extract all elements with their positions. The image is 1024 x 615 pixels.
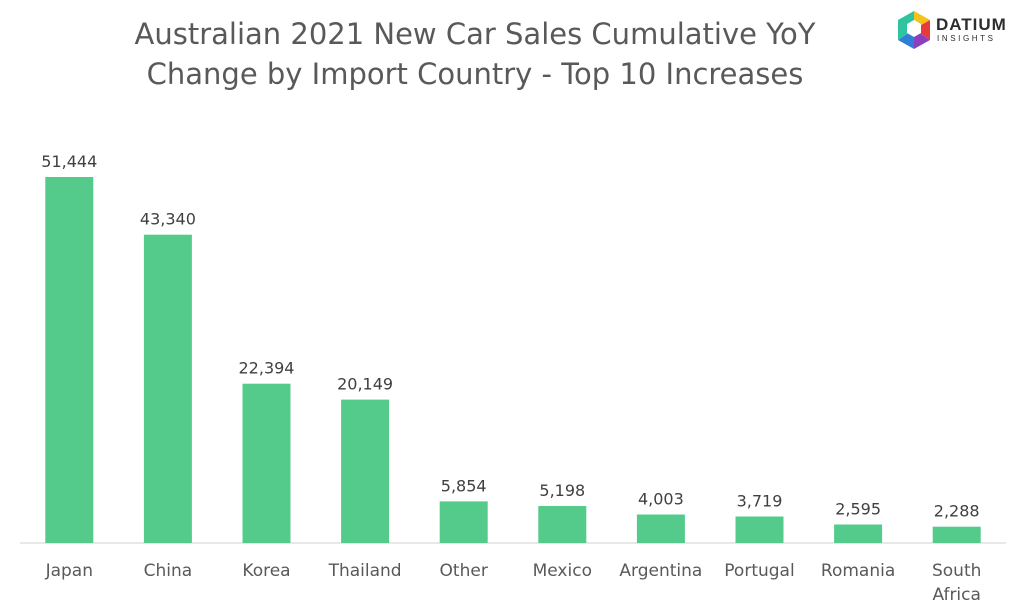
datium-logo: DATIUM INSIGHTS [896, 10, 1016, 50]
chart-title: Australian 2021 New Car Sales Cumulative… [60, 14, 890, 94]
value-label: 5,854 [441, 476, 487, 495]
value-label: 5,198 [539, 481, 585, 500]
bar-other [439, 501, 488, 543]
bar-argentina [636, 514, 685, 543]
category-label: Korea [242, 561, 290, 581]
value-label: 4,003 [638, 490, 684, 509]
chart-title-line-1: Australian 2021 New Car Sales Cumulative… [134, 17, 816, 51]
category-label: Argentina [619, 561, 702, 581]
category-label: Portugal [724, 561, 794, 581]
value-label: 2,595 [835, 500, 881, 519]
category-label: Mexico [533, 561, 592, 581]
category-label: Thailand [328, 561, 402, 581]
bar-japan [45, 177, 94, 543]
bar-thailand [341, 399, 390, 543]
value-label: 43,340 [140, 210, 196, 229]
value-label: 51,444 [41, 152, 97, 171]
value-label: 22,394 [239, 359, 295, 378]
bar-china [143, 234, 192, 543]
bar-mexico [538, 506, 587, 543]
value-label: 3,719 [737, 492, 783, 511]
bars-group: 51,444 Japan 43,340 China 22,394 Korea 20,149 T… [41, 152, 981, 605]
category-label: Other [440, 561, 488, 581]
datium-logo-icon [898, 11, 930, 49]
bar-romania [834, 524, 883, 543]
category-label: China [144, 561, 193, 581]
category-label: Romania [821, 561, 895, 581]
bar-south-africa [932, 526, 981, 543]
value-label: 20,149 [337, 375, 393, 394]
logo-name: DATIUM [936, 15, 1007, 34]
category-label: South [932, 561, 981, 581]
value-label: 2,288 [934, 502, 980, 521]
category-label: Japan [45, 561, 93, 581]
bar-korea [242, 383, 291, 543]
logo-subtitle: INSIGHTS [937, 34, 996, 43]
chart-title-line-2: Change by Import Country - Top 10 Increa… [146, 57, 804, 91]
category-label: Africa [932, 585, 981, 605]
bar-portugal [735, 516, 784, 543]
